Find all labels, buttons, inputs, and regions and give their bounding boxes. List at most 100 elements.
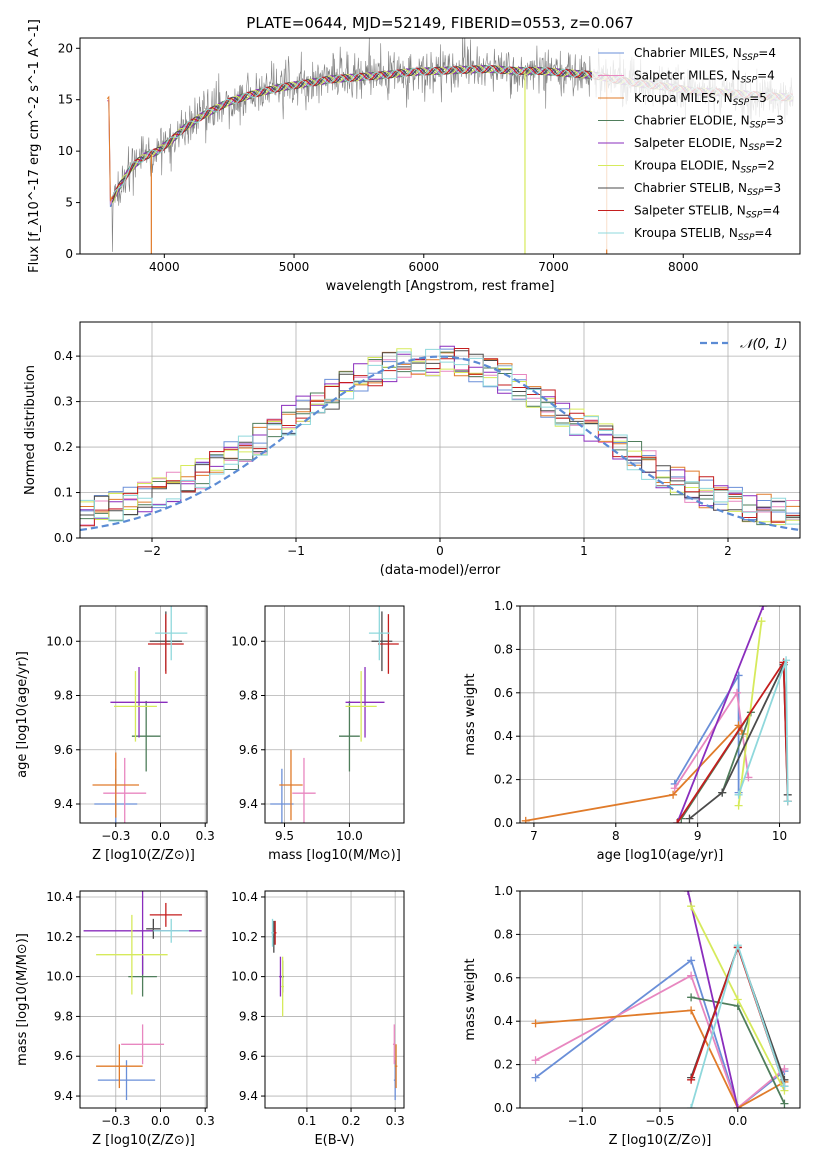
y-tick-label: 1.0 xyxy=(494,884,513,898)
legend-label: Salpeter STELIB, NSSP=4 xyxy=(634,204,780,221)
y-axis-label: Normed distribution xyxy=(23,365,38,495)
legend-label: Salpeter ELODIE, NSSP=2 xyxy=(634,136,783,153)
weight-marker xyxy=(733,995,742,1004)
weight-marker xyxy=(687,1104,696,1108)
weight-marker xyxy=(521,816,530,823)
y-tick-label: 10.2 xyxy=(46,930,73,944)
weight-marker xyxy=(783,797,792,806)
legend-label: Salpeter MILES, NSSP=4 xyxy=(634,69,775,86)
weight-marker xyxy=(780,1082,789,1091)
axes-residuals: −2 −1 0 1 2 0.0 0.1 0.2 0.3 0.4 (data-model)/error… xyxy=(23,321,801,578)
y-tick-label: 9.8 xyxy=(239,1009,258,1023)
x-tick-label: 1 xyxy=(580,544,588,558)
weight-marker xyxy=(734,801,743,810)
y-tick-label: 9.8 xyxy=(239,689,258,703)
axes-frame xyxy=(264,890,405,1109)
y-tick-label: 0.4 xyxy=(54,349,73,363)
normal-curve xyxy=(80,355,800,532)
y-tick-label: 0.6 xyxy=(494,686,513,700)
axes-mass-vs-Z: −0.3 0.0 0.3 9.4 9.6 9.8 10.0 10.2 10.4 Z [log10(… xyxy=(15,890,215,1148)
legend-box xyxy=(592,43,797,250)
weight-marker xyxy=(687,1075,696,1084)
legend-label: Chabrier STELIB, NSSP=3 xyxy=(634,181,781,198)
y-tick-label: 10.0 xyxy=(231,634,258,648)
y-tick-label: 15 xyxy=(58,93,73,107)
y-tick-label: 10 xyxy=(58,144,73,158)
weight-marker xyxy=(531,1056,540,1065)
plot-area xyxy=(83,891,202,1101)
axes-weight-vs-Z: −1.0 −0.5 0.0 0.0 0.2 0.4 0.6 0.8 1.0 Z [log10(Z/… xyxy=(463,884,801,1148)
x-tick-label: 0.3 xyxy=(196,829,215,843)
plot-area xyxy=(92,606,188,823)
x-tick-label: −0.5 xyxy=(645,1114,674,1128)
weight-marker xyxy=(670,784,679,793)
y-tick-label: 0.8 xyxy=(494,927,513,941)
y-tick-label: 0.2 xyxy=(54,440,73,454)
x-tick-label: 9.5 xyxy=(275,829,294,843)
weight-marker xyxy=(757,617,766,626)
weight-marker xyxy=(673,819,682,823)
x-tick-label: 0.0 xyxy=(151,1114,170,1128)
y-tick-label: 9.4 xyxy=(54,1089,73,1103)
y-tick-label: 0 xyxy=(65,247,73,261)
y-tick-label: 9.6 xyxy=(239,1049,258,1063)
x-axis-label: Z [log10(Z/Z⊙)] xyxy=(92,848,195,863)
weight-marker xyxy=(759,606,768,610)
x-axis-label: E(B-V) xyxy=(314,1133,354,1148)
weight-line xyxy=(525,723,744,822)
weight-marker xyxy=(732,688,741,697)
y-tick-label: 9.6 xyxy=(54,1049,73,1063)
y-axis-label: Flux [f_λ10^-17 erg cm^-2 s^-1 A^-1] xyxy=(27,19,42,273)
x-tick-label: 0.0 xyxy=(728,1114,747,1128)
plot-area xyxy=(271,918,398,1101)
y-axis-label: mass weight xyxy=(463,958,478,1040)
legend-label: Chabrier ELODIE, NSSP=3 xyxy=(634,114,784,131)
x-axis-label: (data-model)/error xyxy=(380,563,501,578)
y-tick-label: 9.4 xyxy=(239,1089,258,1103)
weight-marker xyxy=(744,773,753,782)
axes-age-vs-Z: −0.3 0.0 0.3 9.4 9.6 9.8 10.0 Z [log10(Z/Z⊙)] ag… xyxy=(15,605,215,863)
y-tick-label: 10.2 xyxy=(231,930,258,944)
y-tick-label: 0.6 xyxy=(494,971,513,985)
y-tick-label: 10.4 xyxy=(231,890,258,904)
weight-line xyxy=(737,660,789,802)
plot-area xyxy=(521,606,792,823)
y-tick-label: 0.2 xyxy=(494,1058,513,1072)
y-axis-label: age [log10(age/yr)] xyxy=(15,651,30,778)
y-tick-label: 0.2 xyxy=(494,773,513,787)
x-axis-label: Z [log10(Z/Z⊙)] xyxy=(609,1133,712,1148)
residual-histogram xyxy=(80,348,800,525)
axes-frame xyxy=(79,605,208,824)
x-tick-label: 0.0 xyxy=(151,829,170,843)
x-tick-label: 0.2 xyxy=(342,1114,361,1128)
y-tick-label: 10.0 xyxy=(46,970,73,984)
x-tick-label: −1.0 xyxy=(568,1114,597,1128)
axes-frame xyxy=(79,37,801,255)
x-tick-label: 7000 xyxy=(538,260,569,274)
y-tick-label: 5 xyxy=(65,196,73,210)
x-tick-label: −0.3 xyxy=(101,1114,130,1128)
y-tick-label: 0.0 xyxy=(54,531,73,545)
legend-label: Kroupa ELODIE, NSSP=2 xyxy=(634,159,775,176)
x-tick-label: 2 xyxy=(724,544,732,558)
weight-line xyxy=(535,974,785,1108)
legend-label: Chabrier MILES, NSSP=4 xyxy=(634,46,776,63)
x-tick-label: 10.0 xyxy=(336,829,363,843)
x-tick-label: 0 xyxy=(436,544,444,558)
axes-frame xyxy=(264,605,405,824)
weight-line xyxy=(535,1009,785,1108)
weight-marker xyxy=(687,971,696,980)
x-tick-label: −2 xyxy=(143,544,161,558)
y-tick-label: 0.1 xyxy=(54,486,73,500)
y-tick-label: 9.8 xyxy=(54,1009,73,1023)
legend-label: Kroupa MILES, NSSP=5 xyxy=(634,91,767,108)
legend-label: 𝒩(0, 1) xyxy=(740,337,787,352)
x-tick-label: 0.1 xyxy=(297,1114,316,1128)
weight-line xyxy=(687,891,739,1108)
axes-weight-vs-age: 7 8 9 10 0.0 0.2 0.4 0.6 0.8 1.0 age [log10(age/yr… xyxy=(463,599,801,863)
weight-marker xyxy=(780,1099,789,1108)
y-tick-label: 0.0 xyxy=(494,816,513,830)
y-tick-label: 10.0 xyxy=(231,970,258,984)
weight-marker xyxy=(782,656,791,665)
x-axis-label: wavelength [Angstrom, rest frame] xyxy=(326,279,555,294)
